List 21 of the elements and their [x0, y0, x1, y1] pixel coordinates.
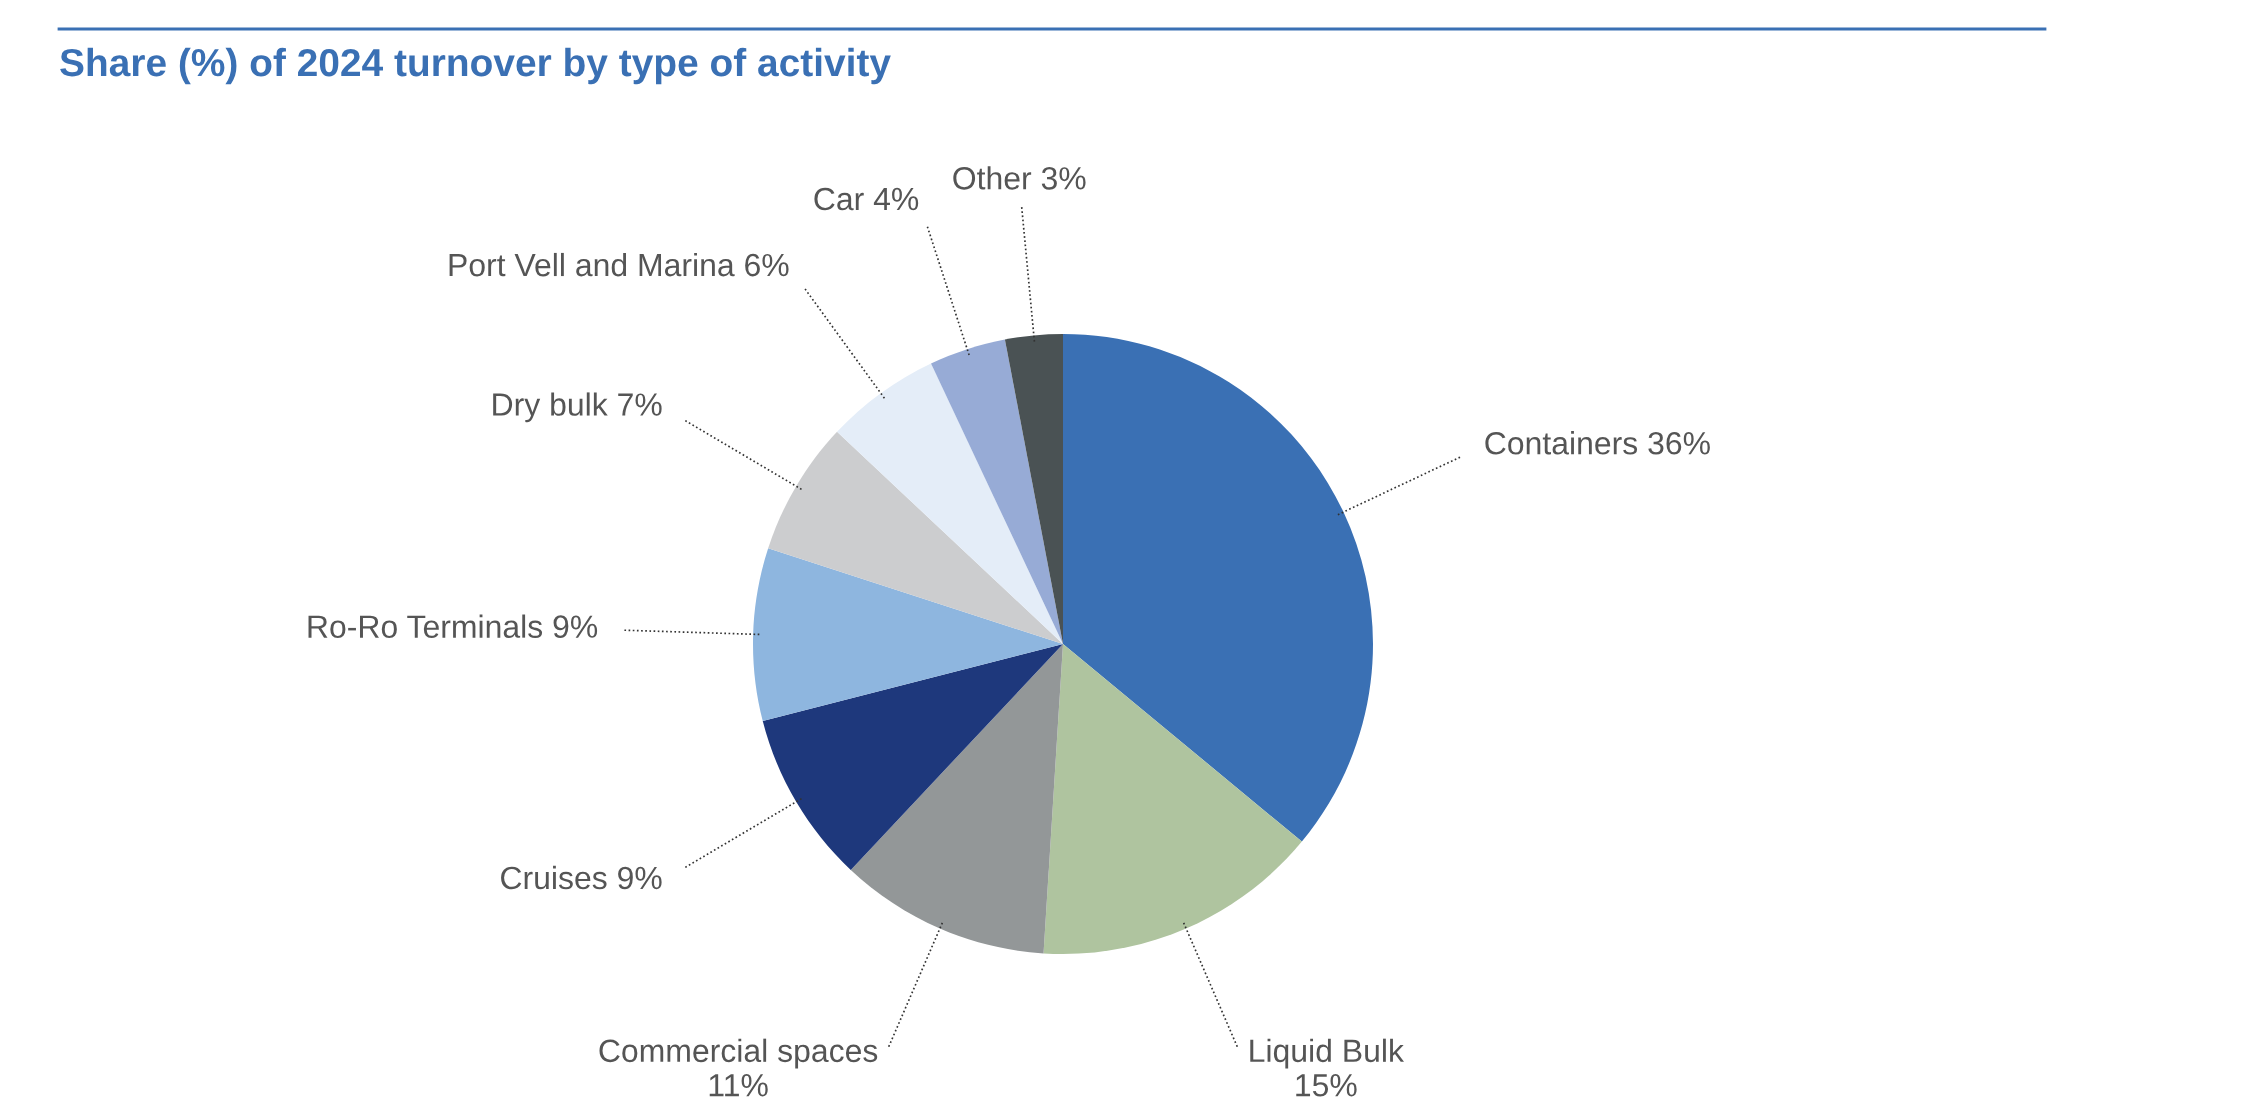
- pie-slice: [1063, 334, 1373, 842]
- slice-label: Ro-Ro Terminals 9%: [308, 614, 598, 638]
- slice-label: Cruises 9%: [501, 865, 662, 890]
- slice-label: Dry bulk 7%: [493, 392, 662, 423]
- pie-slice: [850, 644, 1063, 954]
- pie-slice: [762, 644, 1063, 870]
- pie-slice: [1004, 334, 1063, 644]
- pie-slice: [837, 363, 1063, 644]
- slice-label: Liquid Bulk: [1250, 1038, 1404, 1069]
- slice-label: Containers 36%: [1485, 431, 1710, 455]
- pie-slice: [753, 548, 1063, 722]
- pie-slice: [931, 339, 1063, 644]
- data-label: 11%: [709, 1074, 768, 1097]
- pie-slice: [1043, 644, 1302, 954]
- data-label: 15%: [1296, 1074, 1357, 1097]
- pie-slice: [768, 431, 1063, 644]
- slice-label: Other 3%: [953, 166, 1086, 190]
- slice-label: Car 4%: [814, 187, 919, 211]
- slice-label: Commercial spaces: [599, 1038, 878, 1069]
- slice-label: Port Vell and Marina 6%: [449, 252, 789, 277]
- chart-title: Share (%) of 2024 turnover by type of activity: [60, 47, 891, 85]
